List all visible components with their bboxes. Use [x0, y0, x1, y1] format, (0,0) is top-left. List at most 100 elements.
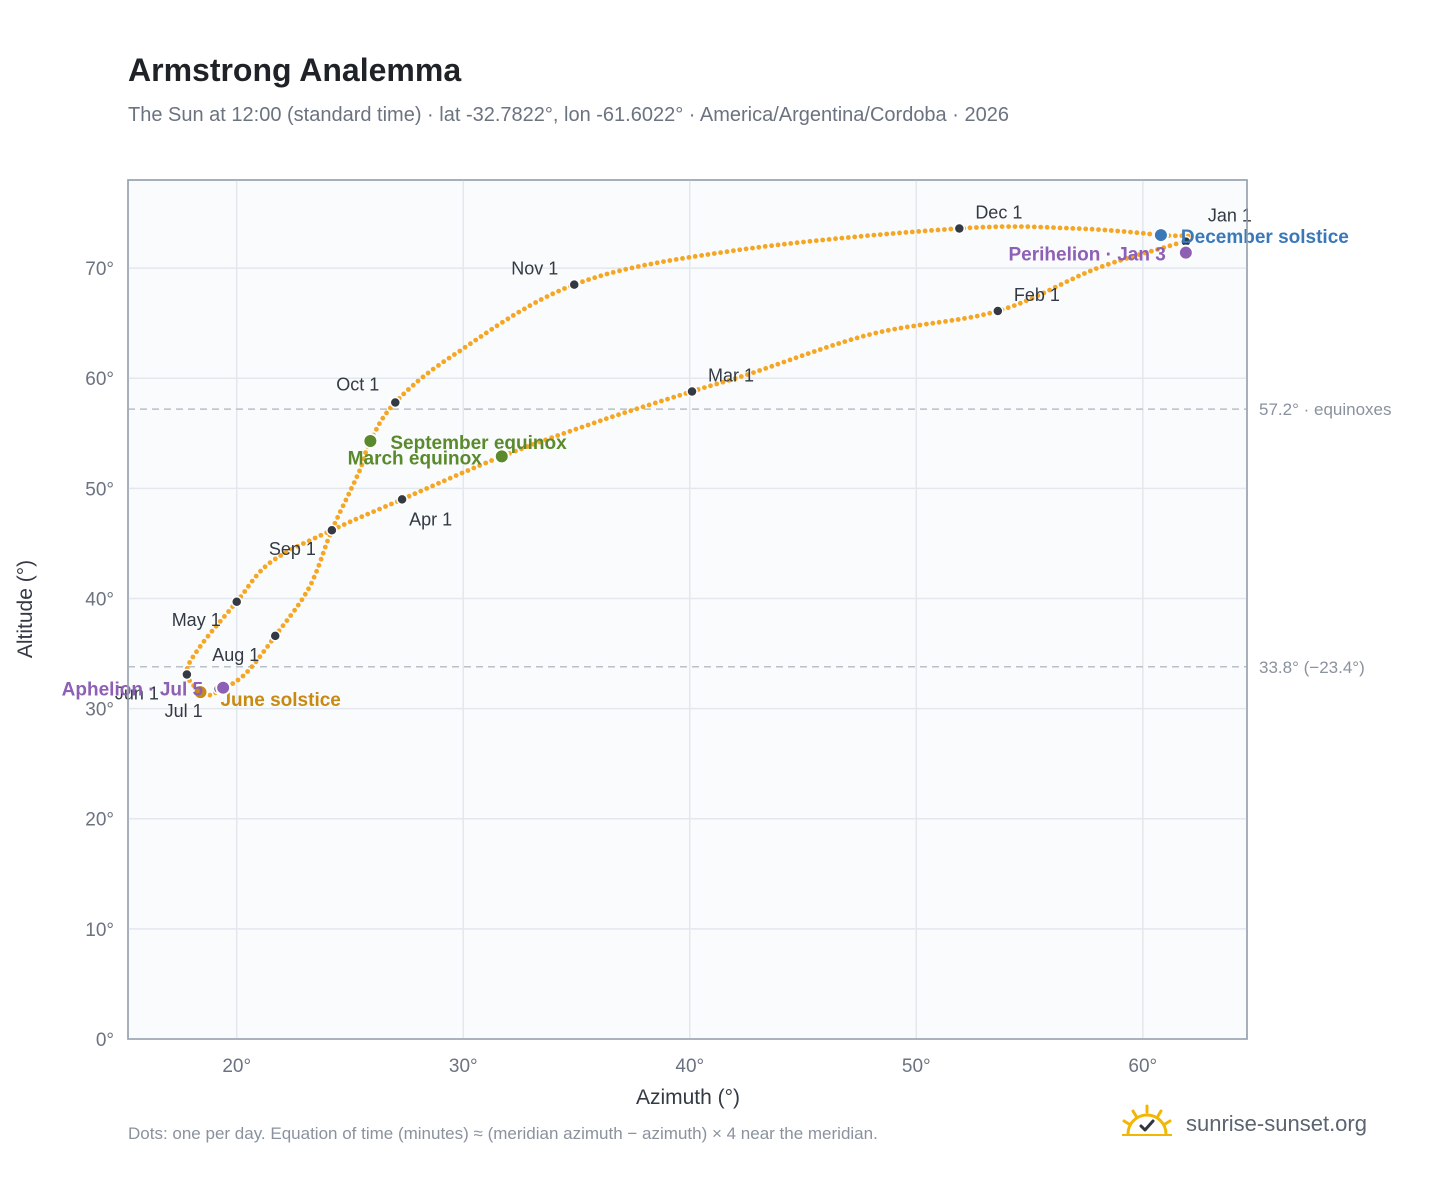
daily-sun-dot	[826, 237, 832, 242]
daily-sun-dot	[648, 261, 654, 267]
daily-sun-dot	[197, 644, 203, 649]
daily-sun-dot	[987, 310, 993, 316]
y-tick-label: 50°	[85, 479, 114, 500]
daily-sun-dot	[756, 244, 762, 250]
daily-sun-dot	[1031, 224, 1037, 230]
month-marker-label: May 1	[172, 610, 221, 630]
daily-sun-dot	[457, 348, 463, 354]
x-tick-label: 40°	[675, 1056, 704, 1077]
event-markers: December solstice Perihelion · Jan 3 Septe…	[62, 227, 1349, 711]
daily-sun-dot	[1076, 226, 1082, 232]
daily-sun-dot	[628, 408, 634, 414]
daily-sun-dot	[751, 370, 756, 375]
daily-sun-dot	[949, 318, 955, 323]
daily-sun-dot	[519, 446, 524, 452]
daily-sun-dot	[284, 618, 290, 623]
daily-sun-dot	[892, 326, 898, 332]
daily-sun-dot	[659, 398, 664, 404]
daily-sun-dot	[677, 392, 683, 398]
daily-sun-dot	[201, 638, 207, 644]
daily-sun-dot	[585, 422, 591, 428]
daily-sun-dot	[879, 329, 885, 334]
daily-sun-dot	[249, 578, 255, 584]
daily-sun-dot	[788, 241, 794, 246]
daily-sun-dot	[591, 420, 597, 426]
daily-sun-dot	[1006, 224, 1011, 230]
daily-sun-dot	[533, 300, 538, 305]
daily-sun-dot	[278, 553, 284, 558]
daily-sun-dot	[311, 574, 317, 580]
month-marker-dot	[230, 596, 243, 608]
daily-sun-dot	[667, 258, 673, 263]
daily-sun-dot	[924, 321, 929, 327]
daily-sun-dot	[555, 433, 561, 438]
daily-sun-dot	[316, 562, 322, 568]
daily-sun-dot	[453, 473, 459, 478]
daily-sun-dot	[911, 323, 917, 329]
daily-sun-dot	[830, 343, 835, 348]
daily-sun-dot	[904, 324, 910, 330]
daily-sun-dot	[377, 506, 382, 512]
daily-sun-dot	[314, 568, 319, 574]
daily-sun-dot	[597, 418, 603, 424]
daily-sun-dot	[322, 544, 328, 550]
daily-sun-dot	[337, 509, 343, 514]
daily-sun-dot	[623, 266, 629, 272]
daily-sun-dot	[705, 252, 711, 257]
daily-sun-dot	[257, 654, 263, 660]
daily-sun-dot	[922, 228, 928, 234]
daily-sun-dot	[226, 609, 232, 614]
daily-sun-dot	[692, 254, 698, 259]
daily-sun-dot	[462, 344, 468, 350]
daily-sun-dot	[384, 410, 389, 416]
daily-sun-dot	[562, 286, 567, 291]
daily-sun-dot	[306, 586, 311, 592]
footer-note: Dots: one per day. Equation of time (min…	[128, 1124, 878, 1143]
daily-sun-dot	[673, 257, 679, 262]
daily-sun-dot	[898, 325, 904, 331]
daily-sun-dot	[839, 235, 845, 241]
daily-sun-dot	[962, 316, 967, 321]
daily-sun-dot	[820, 237, 826, 243]
daily-sun-dot	[860, 333, 866, 339]
event-marker-label: March equinox	[348, 448, 483, 469]
daily-sun-dot	[1070, 276, 1076, 282]
daily-sun-dot	[1102, 227, 1108, 233]
y-tick-label: 10°	[85, 920, 114, 941]
y-tick-label: 30°	[85, 700, 114, 721]
daily-sun-dot	[858, 233, 864, 239]
daily-sun-dot	[332, 520, 338, 526]
month-marker-label: Apr 1	[409, 509, 452, 529]
daily-sun-dot	[295, 602, 301, 608]
daily-sun-dot	[782, 241, 787, 247]
daily-sun-dot	[207, 692, 213, 698]
daily-sun-dot	[1005, 305, 1011, 311]
daily-sun-dot	[494, 323, 500, 329]
x-axis-label: Azimuth (°)	[636, 1086, 740, 1109]
month-marker-label: Dec 1	[975, 202, 1022, 222]
daily-sun-dot	[516, 309, 522, 315]
month-marker-dot	[269, 630, 281, 642]
brand-logo-link[interactable]: sunrise-sunset.org	[1120, 1104, 1367, 1143]
daily-sun-dot	[374, 426, 379, 432]
daily-sun-dot	[441, 359, 447, 365]
daily-sun-dot	[787, 357, 793, 363]
month-marker-dot	[389, 396, 402, 409]
daily-sun-dot	[436, 363, 441, 368]
daily-sun-dot	[1161, 245, 1167, 251]
grid-lines	[128, 180, 1247, 1040]
daily-sun-dot	[567, 428, 573, 434]
daily-sun-dot	[430, 366, 436, 372]
x-tick-label: 30°	[449, 1056, 478, 1077]
daily-sun-dot	[465, 468, 471, 473]
daily-sun-dot	[1105, 261, 1111, 267]
daily-sun-dot	[743, 246, 749, 252]
daily-sun-dot	[1121, 229, 1127, 234]
daily-sun-dot	[289, 546, 295, 552]
daily-sun-dot	[230, 681, 236, 686]
daily-sun-dot	[1023, 298, 1029, 304]
month-marker-label: Aug 1	[212, 645, 259, 665]
daily-sun-dot	[603, 416, 609, 422]
daily-sun-dot	[505, 316, 511, 322]
daily-sun-dot	[661, 259, 666, 264]
